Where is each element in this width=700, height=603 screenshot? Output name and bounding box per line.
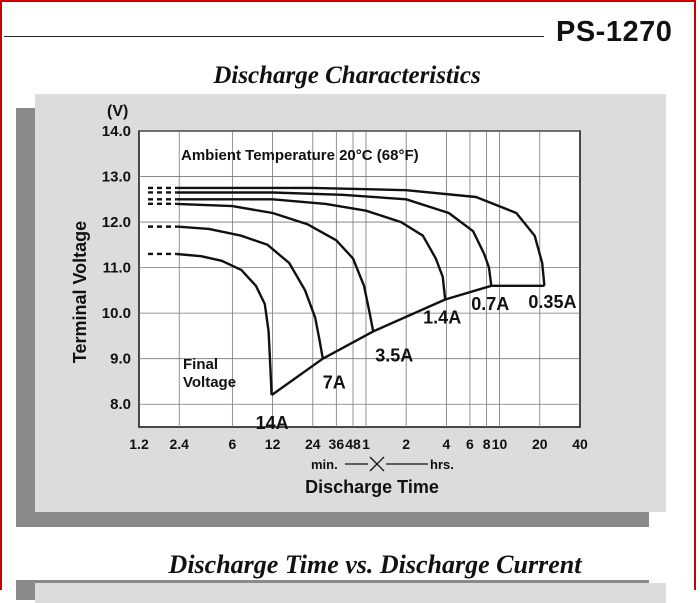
series-label: 0.35A	[528, 292, 576, 312]
x-tick-label: 1.2	[129, 436, 149, 452]
x-unit-min: min.	[311, 457, 338, 472]
series-label: 3.5A	[375, 345, 413, 365]
x-tick-label: 48	[345, 436, 361, 452]
series-label: 7A	[323, 373, 346, 393]
x-tick-label: 40	[572, 436, 588, 452]
y-tick-label: 14.0	[102, 123, 131, 140]
y-tick-label: 8.0	[110, 396, 131, 413]
grid	[139, 130, 580, 427]
final-voltage-curve	[270, 284, 545, 397]
x-tick-label: 8	[483, 436, 491, 452]
section-title: Discharge Characteristics	[213, 62, 481, 89]
y-axis-title: Terminal Voltage	[70, 221, 90, 363]
x-tick-label: 20	[532, 436, 548, 452]
x-tick-label: 4	[443, 436, 451, 452]
curve-1p4A	[176, 198, 447, 300]
curve-0p7A	[176, 191, 493, 286]
final-voltage-line1: Final	[183, 356, 218, 373]
series-labels: 14A 7A 3.5A 1.4A 0.7A 0.35A	[256, 292, 577, 433]
curve-3p5A	[176, 202, 375, 332]
x-tick-labels: 1.2 2.4 6 12 24 36 48 1 2 4 6 8 10 20 40	[129, 436, 588, 452]
x-tick-label: 6	[466, 436, 474, 452]
y-tick-labels: 14.0 13.0 12.0 11.0 10.0 9.0 8.0	[102, 123, 131, 413]
model-number: PS-1270	[556, 16, 673, 48]
x-axis-title: Discharge Time	[305, 477, 439, 497]
header-rule	[4, 36, 544, 37]
page-frame	[0, 0, 696, 590]
next-section-title: Discharge Time vs. Discharge Current	[168, 550, 582, 579]
unit-cross-icon	[369, 456, 385, 472]
y-tick-label: 9.0	[110, 351, 131, 368]
y-tick-label: 13.0	[102, 169, 131, 186]
x-tick-label: 2	[402, 436, 410, 452]
plot-area	[138, 130, 581, 428]
x-tick-label: 12	[265, 436, 281, 452]
x-tick-label: 2.4	[169, 436, 189, 452]
series-label: 1.4A	[423, 307, 461, 327]
x-tick-label: 6	[228, 436, 236, 452]
curves	[148, 186, 546, 397]
ambient-annotation: Ambient Temperature 20°C (68°F)	[181, 147, 419, 164]
x-tick-label: 1	[362, 436, 370, 452]
x-tick-label: 36	[329, 436, 345, 452]
curve-14A	[176, 252, 273, 396]
x-tick-label: 10	[492, 436, 508, 452]
series-label: 14A	[256, 413, 289, 433]
y-tick-label: 10.0	[102, 305, 131, 322]
x-tick-label: 24	[305, 436, 321, 452]
final-voltage-line2: Voltage	[183, 374, 236, 391]
curve-7A	[176, 225, 324, 359]
series-label: 0.7A	[471, 294, 509, 314]
y-unit: (V)	[107, 103, 128, 120]
curve-0p35A	[176, 186, 546, 286]
x-unit-hrs: hrs.	[430, 457, 454, 472]
y-tick-label: 11.0	[103, 260, 131, 277]
y-tick-label: 12.0	[102, 214, 131, 231]
